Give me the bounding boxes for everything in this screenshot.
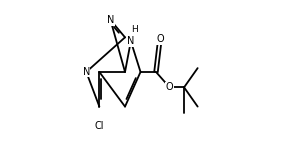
Text: H: H xyxy=(131,25,138,34)
Text: N: N xyxy=(127,36,135,46)
Text: N: N xyxy=(107,15,114,25)
Text: Cl: Cl xyxy=(94,121,104,131)
Text: N: N xyxy=(83,67,90,77)
Text: O: O xyxy=(166,82,173,92)
Text: O: O xyxy=(156,34,164,44)
